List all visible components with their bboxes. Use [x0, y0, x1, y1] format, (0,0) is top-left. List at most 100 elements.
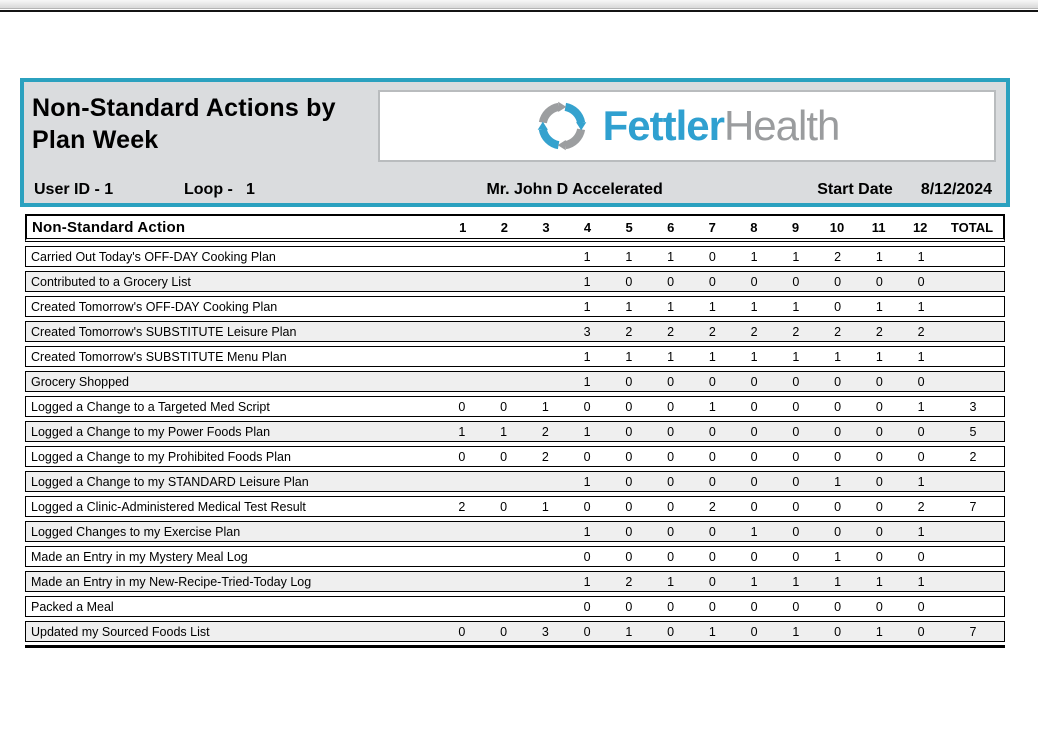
table-row: Logged a Change to a Targeted Med Script… [25, 396, 1005, 417]
table-row: Logged a Change to my Prohibited Foods P… [25, 446, 1005, 467]
week-value: 0 [708, 424, 716, 439]
week-value: 0 [667, 374, 675, 389]
week-value: 0 [792, 399, 800, 414]
week-value: 0 [500, 449, 508, 464]
week-value: 0 [708, 599, 716, 614]
action-label: Carried Out Today's OFF-DAY Cooking Plan [31, 249, 276, 264]
report-info-row: User ID - 1 Loop - 1 Mr. John D Accelera… [32, 176, 996, 199]
week-column-header: 9 [791, 219, 800, 235]
week-value: 1 [541, 399, 549, 414]
week-column-header: 12 [912, 219, 928, 235]
week-value: 0 [458, 399, 466, 414]
week-value: 1 [917, 574, 925, 589]
action-label: Logged a Change to a Targeted Med Script [31, 399, 270, 414]
week-value: 0 [583, 624, 591, 639]
table-row: Carried Out Today's OFF-DAY Cooking Plan… [25, 246, 1005, 267]
week-value: 1 [792, 574, 800, 589]
week-value: 1 [834, 474, 842, 489]
week-value: 1 [667, 299, 675, 314]
row-total-value: 2 [969, 449, 977, 464]
week-value: 0 [750, 424, 758, 439]
week-value: 1 [708, 624, 716, 639]
row-total-value: 7 [969, 624, 977, 639]
week-column-header: 10 [829, 219, 845, 235]
week-value: 0 [625, 449, 633, 464]
week-value: 1 [625, 624, 633, 639]
week-value: 0 [917, 624, 925, 639]
week-value: 0 [625, 424, 633, 439]
week-value: 0 [458, 449, 466, 464]
action-label: Made an Entry in my Mystery Meal Log [31, 549, 248, 564]
week-value: 2 [834, 249, 842, 264]
week-value: 0 [625, 599, 633, 614]
week-value: 0 [750, 499, 758, 514]
week-value: 1 [917, 249, 925, 264]
week-value: 2 [541, 424, 549, 439]
actions-table: Non-Standard Action 1 2 3 4 5 6 7 8 9 10 11 12 TOTAL… [25, 214, 1005, 648]
week-column-header: 2 [500, 219, 508, 235]
week-value: 0 [667, 449, 675, 464]
week-value: 0 [625, 399, 633, 414]
week-value: 1 [750, 574, 758, 589]
week-value: 0 [667, 424, 675, 439]
week-value: 0 [875, 499, 883, 514]
week-value: 2 [917, 324, 925, 339]
window-divider-line [0, 10, 1038, 12]
week-value: 0 [750, 474, 758, 489]
week-value: 1 [625, 299, 633, 314]
week-value: 1 [583, 299, 591, 314]
page-title-line1: Non-Standard Actions by [32, 94, 336, 122]
week-value: 1 [583, 524, 591, 539]
week-value: 0 [750, 274, 758, 289]
week-value: 0 [458, 624, 466, 639]
week-value: 1 [834, 349, 842, 364]
week-value: 3 [583, 324, 591, 339]
week-value: 0 [500, 499, 508, 514]
actions-table-header: Non-Standard Action 1 2 3 4 5 6 7 8 9 10 11 12 TOTAL [25, 214, 1005, 242]
week-value: 0 [708, 374, 716, 389]
start-date-label: Start Date [817, 181, 893, 198]
row-total-value: 5 [969, 424, 977, 439]
week-value: 0 [708, 449, 716, 464]
user-id-label: User ID - 1 [34, 181, 114, 198]
week-value: 0 [834, 524, 842, 539]
week-value: 0 [917, 424, 925, 439]
action-label: Created Tomorrow's SUBSTITUTE Leisure Pl… [31, 324, 297, 339]
action-label: Logged a Change to my Prohibited Foods P… [31, 449, 291, 464]
week-value: 0 [792, 424, 800, 439]
action-label: Made an Entry in my New-Recipe-Tried-Tod… [31, 574, 312, 589]
action-column-header: Non-Standard Action [32, 218, 186, 236]
week-value: 1 [667, 249, 675, 264]
week-value: 1 [875, 624, 883, 639]
week-value: 0 [834, 274, 842, 289]
total-column-header: TOTAL [950, 219, 994, 235]
week-value: 1 [792, 624, 800, 639]
week-value: 1 [917, 299, 925, 314]
week-value: 2 [834, 324, 842, 339]
table-row: Logged a Change to my STANDARD Leisure P… [25, 471, 1005, 492]
week-column-header: 3 [542, 219, 550, 235]
week-value: 1 [875, 349, 883, 364]
report-header: Non-Standard Actions by Plan Week [20, 78, 1010, 207]
week-value: 1 [458, 424, 466, 439]
week-value: 0 [834, 374, 842, 389]
week-value: 0 [792, 524, 800, 539]
week-value: 1 [875, 574, 883, 589]
week-value: 0 [834, 499, 842, 514]
week-value: 1 [708, 349, 716, 364]
table-row: Created Tomorrow's OFF-DAY Cooking Plan 1… [25, 296, 1005, 317]
table-row: Created Tomorrow's SUBSTITUTE Leisure Pl… [25, 321, 1005, 342]
week-value: 1 [583, 249, 591, 264]
action-label: Logged a Change to my STANDARD Leisure P… [31, 474, 309, 489]
brand-logo: FettlerHealth [378, 90, 996, 162]
week-value: 0 [583, 399, 591, 414]
week-value: 1 [917, 349, 925, 364]
week-value: 0 [750, 599, 758, 614]
week-value: 0 [625, 499, 633, 514]
week-value: 1 [667, 349, 675, 364]
week-value: 0 [667, 524, 675, 539]
week-column-header: 8 [750, 219, 758, 235]
week-value: 0 [708, 274, 716, 289]
week-value: 1 [875, 299, 883, 314]
week-value: 1 [625, 249, 633, 264]
